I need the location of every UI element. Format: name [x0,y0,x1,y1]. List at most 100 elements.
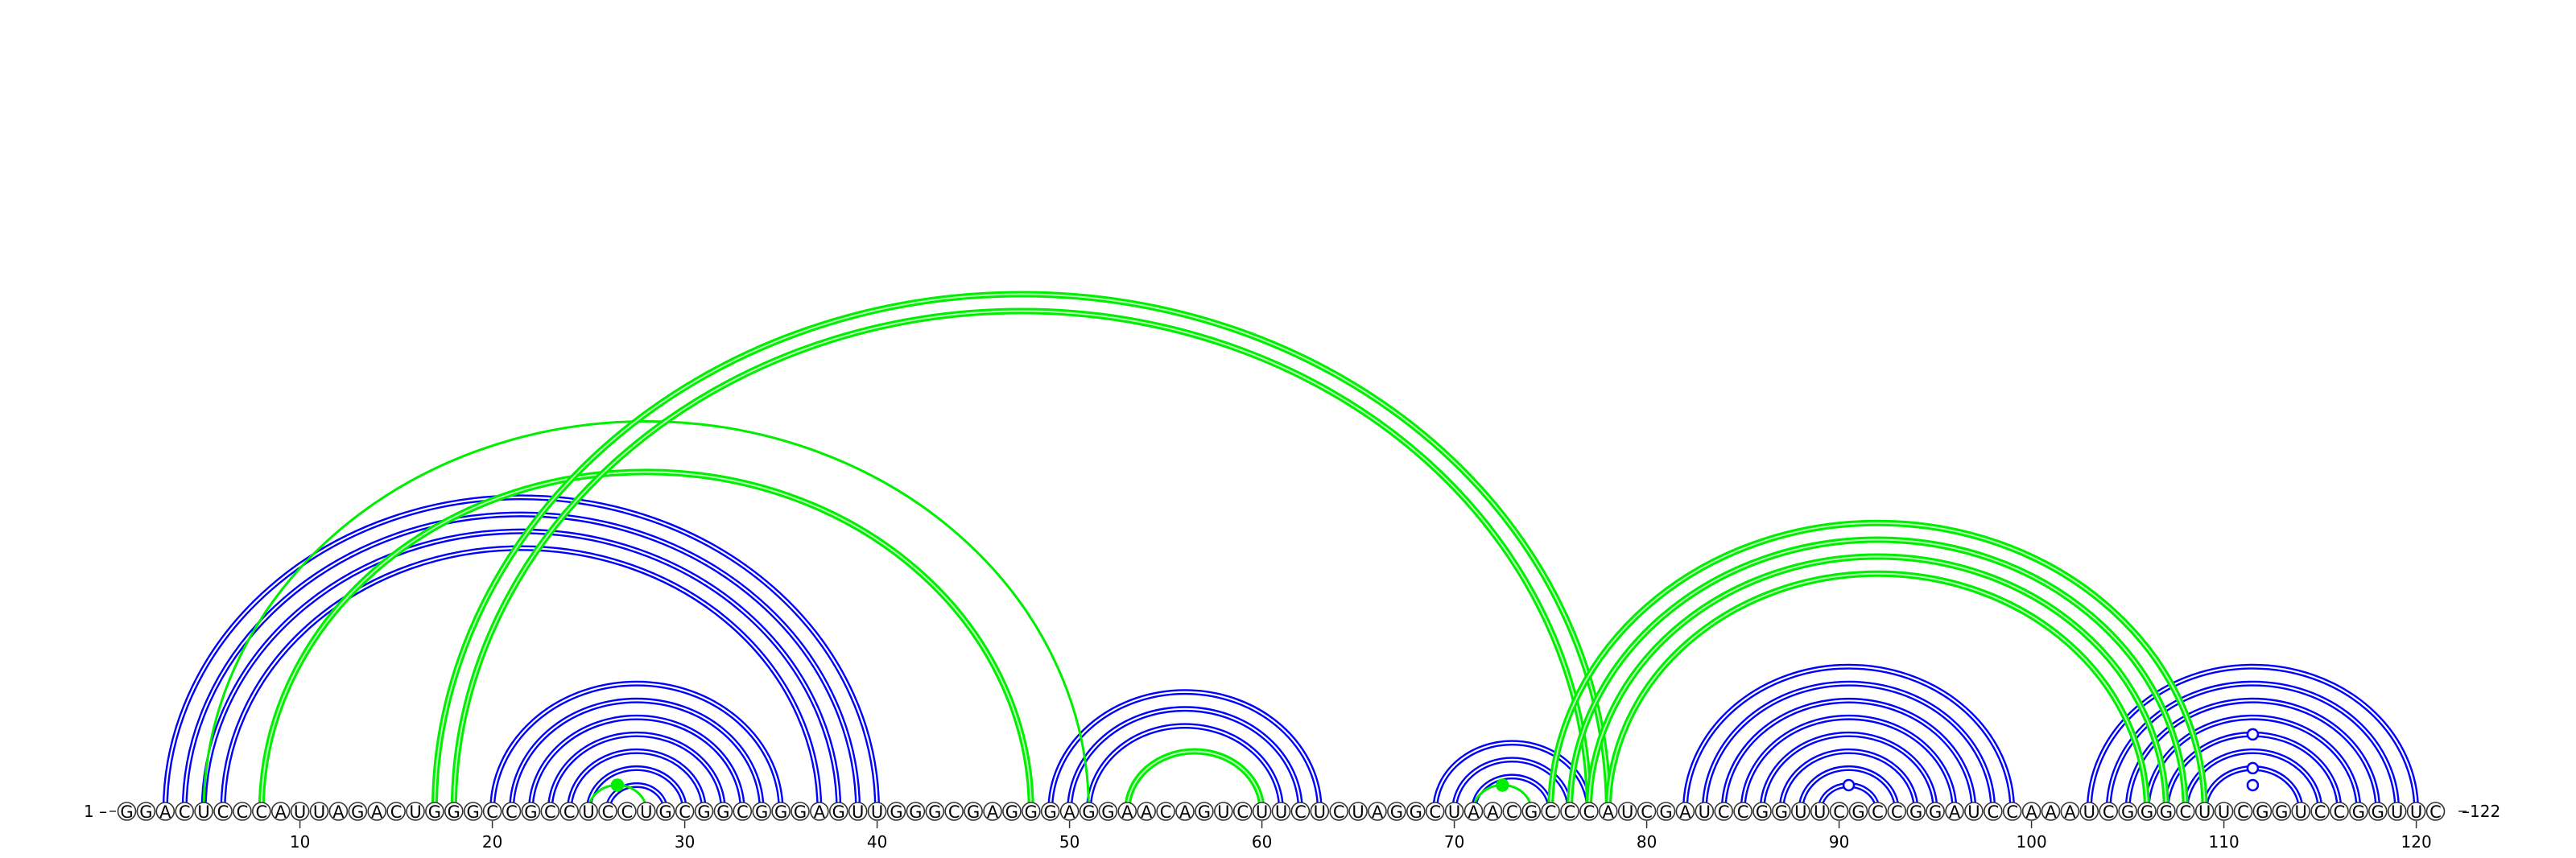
nucleotide-letter: G [1101,802,1114,822]
arc-green-inner [1587,555,2167,811]
nucleotide-letter: G [467,802,480,822]
nucleotide-letter: A [1121,802,1133,822]
nucleotide-letter: A [1179,802,1191,822]
nucleotide-circle [1617,802,1637,821]
arc-blue-inner [203,530,840,811]
nucleotide-circle [1599,802,1618,821]
nucleotide-circle [1887,802,1907,821]
arc-blue-inner [1088,724,1282,811]
nucleotide-letter: G [1198,802,1211,822]
position-label: 60 [1252,832,1272,852]
position-label: 20 [482,832,502,852]
nucleotide-circle [540,802,560,821]
arc-marker [2246,778,2260,792]
nucleotide-circle [1541,802,1560,821]
arc-blue-inner [2145,716,2359,811]
nucleotide-letter: U [1814,802,1826,822]
nucleotide-circle [1521,802,1541,821]
nucleotide-letter: U [1275,802,1287,822]
nucleotide-circle [1714,802,1733,821]
start-label: 1 – [84,802,107,821]
position-label: 80 [1637,832,1657,852]
nucleotide-circle [175,802,194,821]
nucleotide-circle [598,802,617,821]
nucleotide-letter: C [1737,802,1749,822]
nucleotide-circle [367,802,387,821]
nucleotide-letter: C [1236,802,1249,822]
nucleotide-circle [1271,802,1291,821]
arc-blue-inner [1453,758,1571,811]
nucleotide-circle [1964,802,1984,821]
nucleotide-letter: U [197,802,209,822]
arc-blue-inner [606,784,667,811]
ticks-layer: 10 20 30 40 50 60 70 80 90 100 110 120 [290,821,2432,852]
nucleotide-letter: U [871,802,883,822]
nucleotide-letter: A [1487,802,1499,822]
nucleotide-letter: C [255,802,267,822]
nucleotide-letter: U [1217,802,1229,822]
nucleotide-circle [2079,802,2099,821]
nucleotide-circle [194,802,213,821]
arc-blue-inner [1799,767,1898,811]
nucleotide-letter: G [659,802,672,822]
nucleotide-letter: U [1967,802,1979,822]
nucleotide-letter: A [371,802,383,822]
nucleotide-letter: G [448,802,460,822]
arc-blue-inner [2088,666,2417,811]
nucleotide-circle [2176,802,2195,821]
nucleotide-circle [1810,802,1830,821]
nucleotide-circle [2157,802,2176,821]
nucleotide-circle [1329,802,1348,821]
nucleotide-circle [1387,802,1406,821]
nucleotide-circle [444,802,464,821]
nucleotide-circle [1752,802,1772,821]
nucleotide-circle [1214,802,1233,821]
nucleotide-letter: A [1468,802,1480,822]
nucleotide-circle [270,802,291,821]
arc-blue-inner [510,699,763,811]
arc-blue-inner [1049,691,1321,811]
nucleotide-letter: C [1891,802,1903,822]
arc-blue [527,714,745,811]
nucleotide-letter: G [967,802,980,822]
nucleotide-circle [944,802,964,821]
nucleotide-letter: C [2103,802,2115,822]
nucleotide-letter: A [1679,802,1691,822]
arc-blue-inner [530,716,744,811]
nucleotide-circle [636,802,656,821]
nucleotide-letter: G [774,802,787,822]
arc-blue-inner [1703,683,1994,811]
position-label: 30 [675,832,695,852]
position-label: 110 [2209,832,2240,852]
arc-blue-inner [1780,750,1918,811]
nucleotide-letter: A [1603,802,1615,822]
nucleotide-circle [406,802,425,821]
nucleotide-letter: C [506,802,518,822]
nucleotide-circle [810,802,829,821]
arc-marker [1842,778,1856,792]
nucleotide-letter: C [390,802,402,822]
nucleotide-circle [117,802,137,821]
markers-layer [610,728,2260,792]
arc-marker [2246,728,2260,741]
nucleotide-letter: G [1410,802,1422,822]
nucleotide-letter: C [948,802,960,822]
nucleotide-letter: C [1294,802,1307,822]
nucleotide-circle [713,802,733,821]
nucleotide-circle [791,802,810,821]
nucleotide-circle [1290,802,1311,821]
nucleotide-letter: U [2295,802,2307,822]
arc-blue [1759,731,1938,811]
arc-green-inner [1607,572,2148,811]
nucleotide-circle [1156,802,1175,821]
nucleotide-circle [2002,802,2022,821]
nucleotide-letter: C [2179,802,2191,822]
nucleotide-circle [1117,802,1137,821]
nucleotide-circle [1560,802,1579,821]
arc-blue-inner [184,513,859,811]
arcs-layer [162,291,2420,811]
nucleotide-letter: G [909,802,922,822]
nucleotide-circle [1002,802,1022,821]
nucleotide-circle [733,802,753,821]
